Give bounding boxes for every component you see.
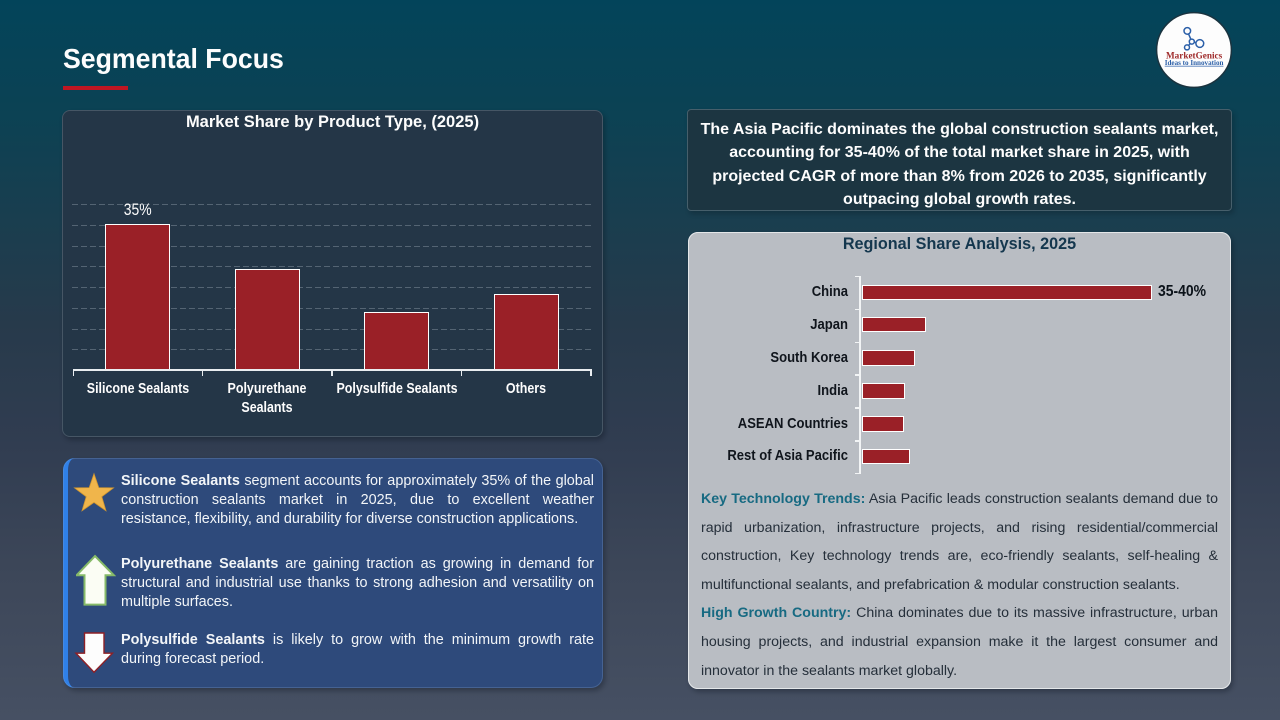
svg-text:Ideas to Innovation: Ideas to Innovation — [1165, 59, 1224, 67]
svg-text:MarketGenics: MarketGenics — [1166, 50, 1223, 60]
